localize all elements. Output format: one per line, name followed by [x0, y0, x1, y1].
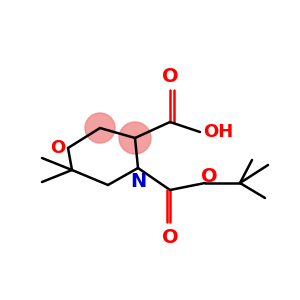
Text: O: O	[162, 67, 178, 86]
Circle shape	[85, 113, 115, 143]
Circle shape	[119, 122, 151, 154]
Text: O: O	[162, 228, 178, 247]
Text: N: N	[130, 172, 146, 191]
Text: O: O	[50, 139, 66, 157]
Text: OH: OH	[203, 123, 233, 141]
Text: O: O	[201, 167, 217, 185]
